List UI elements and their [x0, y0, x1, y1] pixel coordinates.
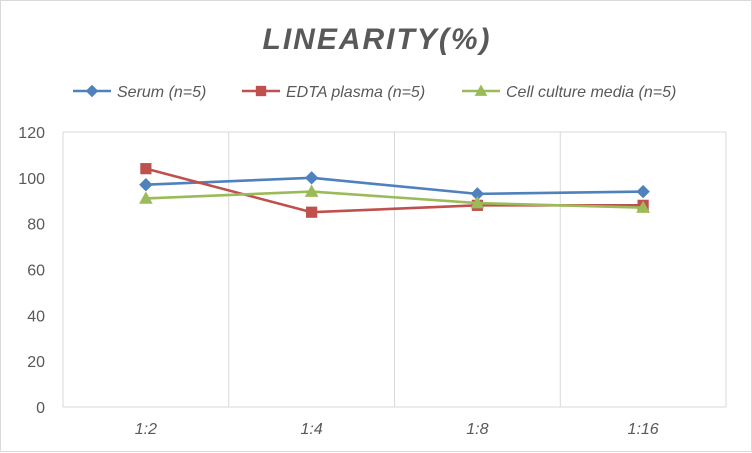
data-point	[470, 196, 485, 209]
series-3	[139, 184, 650, 213]
data-point	[139, 178, 153, 192]
data-point	[636, 184, 650, 199]
legend: Serum (n=5) EDTA plasma (n=5) Cell culture…	[73, 84, 676, 101]
x-axis: 1:2 1:4 1:8 1:16	[135, 421, 659, 438]
legend-marker	[85, 84, 99, 98]
x-tick-label: 1:8	[466, 421, 488, 438]
legend-item-2: EDTA plasma (n=5)	[242, 84, 425, 101]
legend-item-1: Serum (n=5)	[73, 84, 206, 101]
data-point	[636, 200, 650, 213]
y-tick-label: 60	[27, 263, 45, 280]
y-tick-label: 20	[27, 354, 45, 371]
series-1	[139, 171, 650, 201]
y-tick-label: 120	[18, 125, 45, 142]
x-tick-label: 1:16	[628, 421, 659, 438]
series-line	[145, 176, 644, 196]
plot-grid	[62, 131, 727, 408]
y-tick-label: 80	[27, 217, 45, 234]
y-tick-label: 0	[36, 400, 45, 417]
series-layer	[139, 163, 650, 218]
x-tick-label: 1:2	[135, 421, 157, 438]
data-point	[304, 184, 319, 197]
chart-title: LINEARITY(%)	[263, 23, 492, 56]
data-point	[139, 191, 153, 204]
y-tick-label: 40	[27, 308, 45, 325]
series-line	[145, 190, 644, 209]
legend-marker	[474, 84, 488, 96]
data-point	[140, 163, 152, 175]
y-axis: 0 20 40 60 80 100 120	[18, 125, 45, 417]
data-point	[306, 206, 318, 218]
legend-label: Cell culture media (n=5)	[506, 84, 676, 101]
legend-marker	[255, 85, 267, 97]
legend-label: Serum (n=5)	[117, 84, 206, 101]
y-tick-label: 100	[18, 171, 45, 188]
x-tick-label: 1:4	[301, 421, 323, 438]
data-point	[304, 171, 319, 185]
legend-label: EDTA plasma (n=5)	[286, 84, 425, 101]
legend-item-3: Cell culture media (n=5)	[462, 84, 676, 101]
